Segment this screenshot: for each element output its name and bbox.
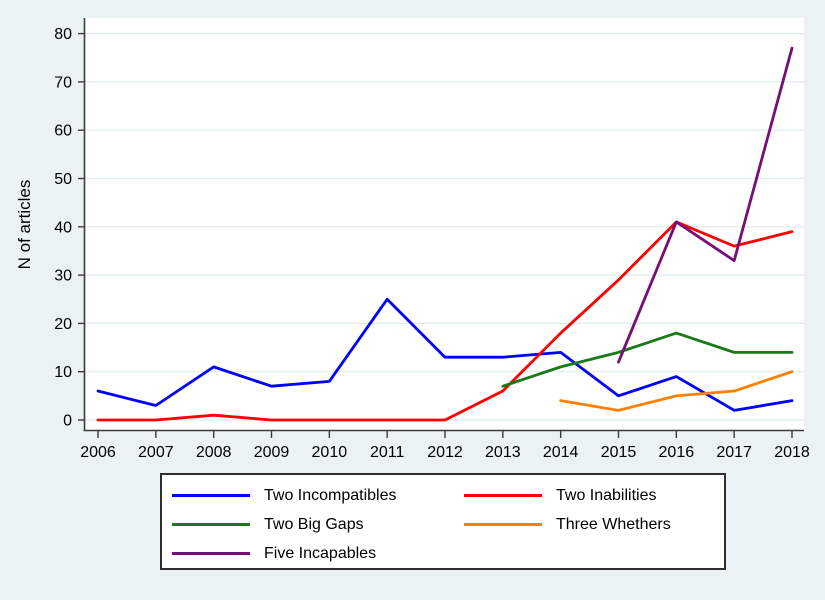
y-tick-label: 30 [54,268,72,285]
legend-line-swatch-green [172,523,250,526]
y-tick-label: 40 [54,219,72,236]
legend-label: Two Incompatibles [264,486,397,504]
legend-line-swatch-blue [172,494,250,497]
x-tick-label: 2016 [659,444,695,461]
y-tick-label: 50 [54,171,72,188]
legend-item: Two Inabilities [464,487,724,505]
legend-label: Three Whethers [556,515,671,533]
x-tick-label: 2018 [774,444,810,461]
legend-item: Three Whethers [464,516,724,534]
y-tick-label: 60 [54,123,72,140]
y-tick-label: 80 [54,26,72,43]
x-tick-label: 2007 [138,444,174,461]
series-line [501,331,794,388]
legend-line-swatch-orange [464,523,542,526]
y-tick-label: 20 [54,316,72,333]
legend-line-swatch-red [464,494,542,497]
x-tick-label: 2011 [370,444,405,461]
y-tick-label: 10 [54,364,72,381]
legend-label: Two Inabilities [556,486,657,504]
y-axis-title: N of articles [15,180,34,270]
series-line [617,46,794,364]
x-tick-label: 2008 [196,444,232,461]
x-tick-label: 2006 [80,444,116,461]
chart-legend: Two Incompatibles Two Inabilities Two Bi… [160,473,726,570]
x-tick-label: 2014 [543,444,579,461]
x-tick-label: 2015 [601,444,637,461]
legend-item: Two Incompatibles [172,487,464,505]
legend-label: Five Incapables [264,544,377,562]
series-line [96,297,794,412]
x-tick-label: 2013 [485,444,521,461]
x-tick-label: 2012 [427,444,463,461]
x-tick-label: 2010 [312,444,348,461]
x-tick-label: 2017 [716,444,752,461]
series-line [559,370,794,412]
legend-item: Five Incapables [172,545,464,563]
legend-line-swatch-purple [172,552,250,555]
plot-area [85,18,804,431]
legend-label: Two Big Gaps [264,515,364,533]
legend-item: Two Big Gaps [172,516,464,534]
x-tick-label: 2009 [254,444,290,461]
y-tick-label: 70 [54,74,72,91]
y-tick-label: 0 [63,413,72,430]
